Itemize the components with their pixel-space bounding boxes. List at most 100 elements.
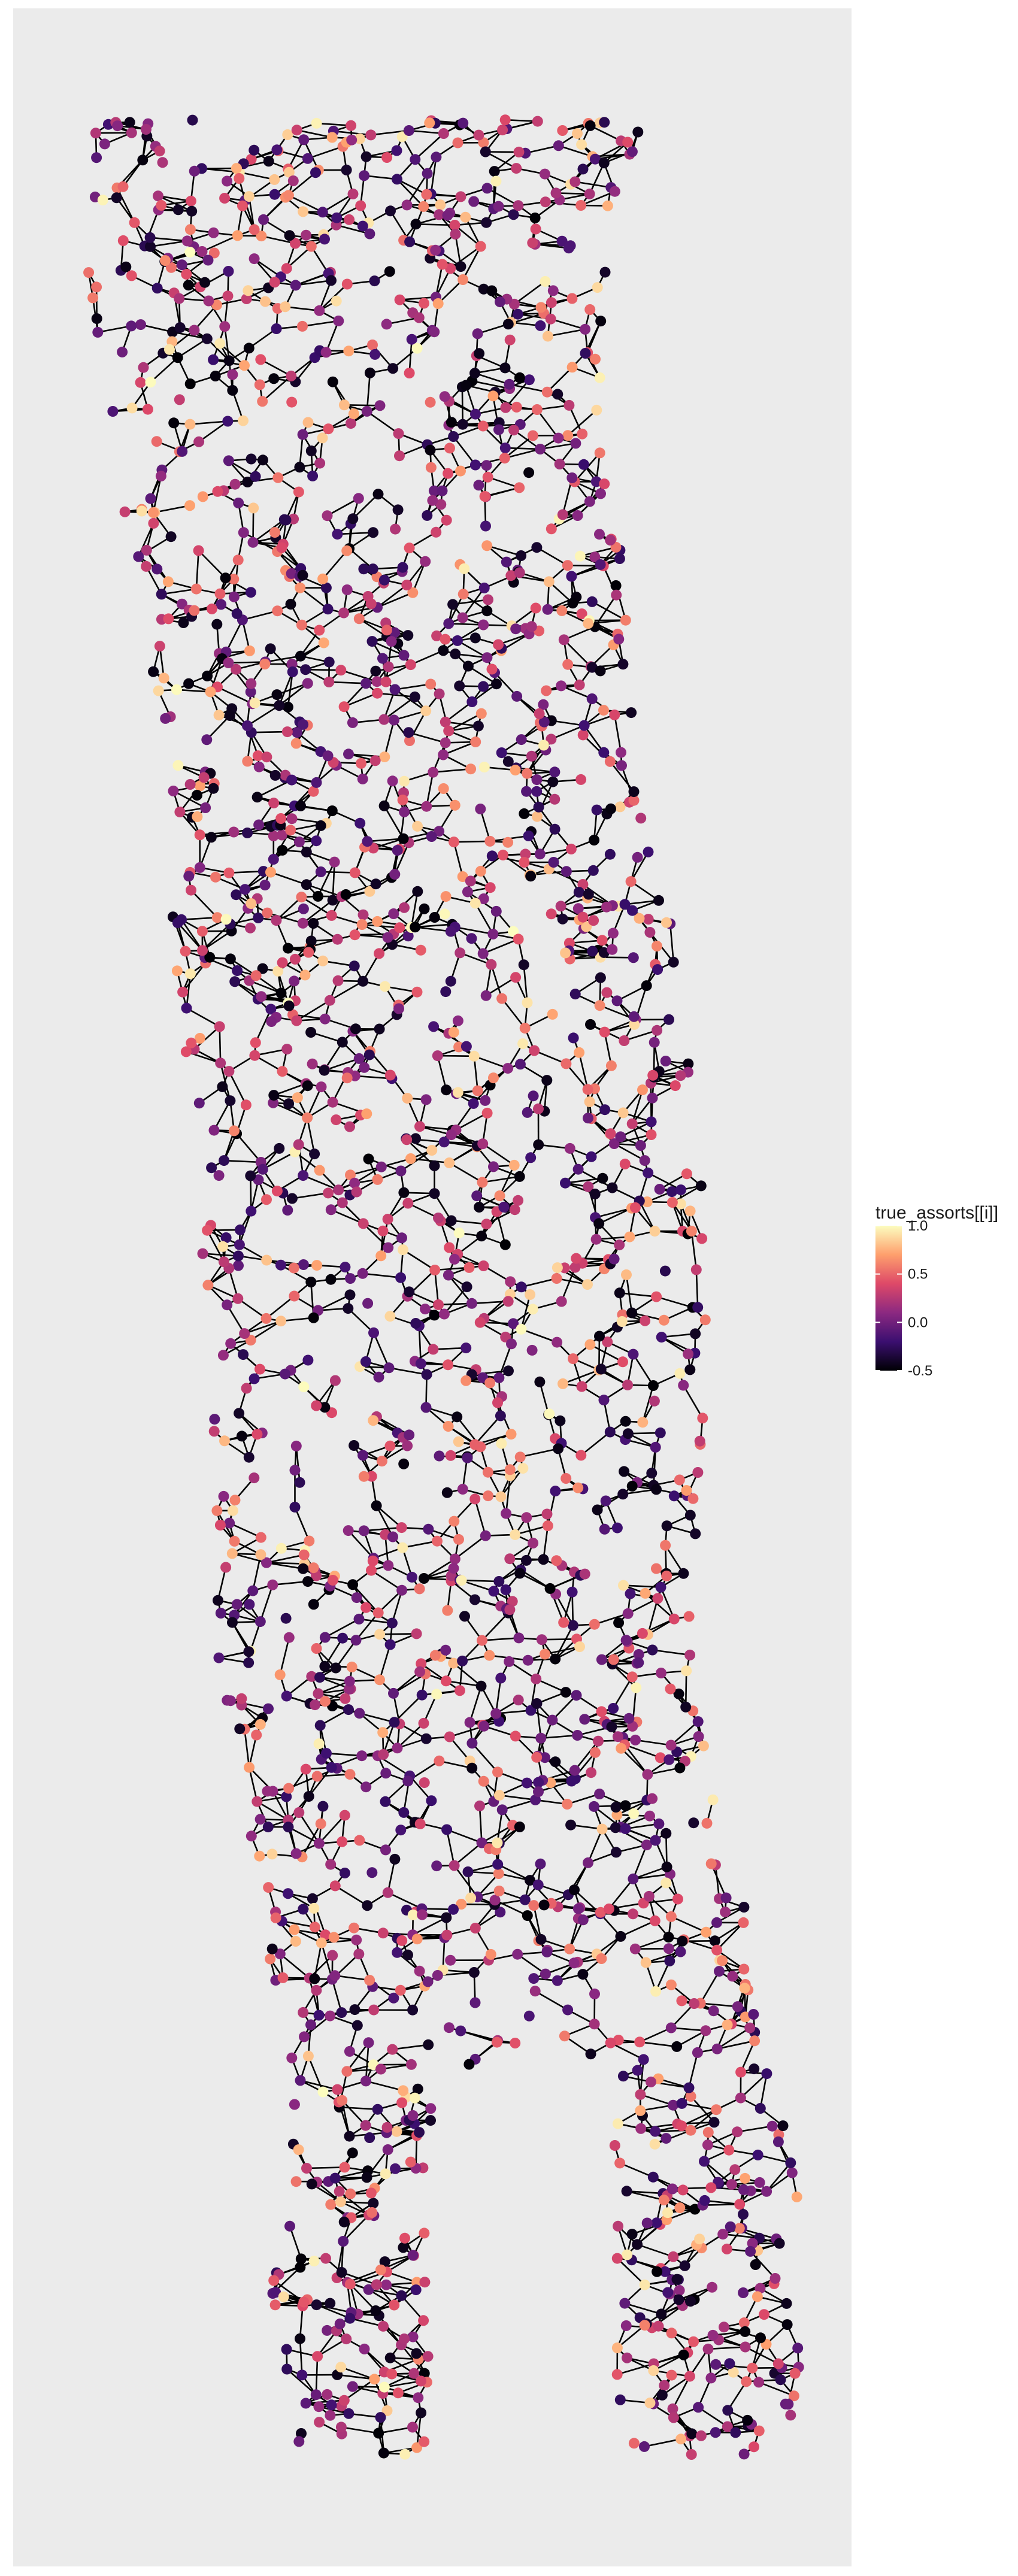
network-edge	[389, 1367, 427, 1375]
network-node	[141, 560, 152, 572]
network-node	[520, 848, 531, 860]
network-node	[577, 729, 589, 741]
network-edge	[229, 1522, 262, 1538]
network-edge	[278, 671, 293, 706]
network-edge	[474, 1415, 501, 1445]
network-node	[418, 2315, 429, 2326]
network-node	[283, 1000, 295, 1011]
network-node	[194, 1033, 205, 1044]
network-node	[483, 594, 493, 605]
network-edge	[95, 132, 132, 134]
network-node	[489, 1895, 501, 1906]
network-node	[341, 545, 353, 556]
network-node	[421, 1369, 432, 1380]
network-node	[301, 879, 312, 890]
network-edge	[359, 1712, 395, 1723]
network-node	[638, 2054, 649, 2065]
network-edge	[501, 998, 526, 1029]
network-node	[283, 1888, 293, 1899]
network-edge	[316, 2304, 350, 2319]
network-edge	[362, 1272, 401, 1278]
network-node	[304, 1535, 315, 1547]
network-node	[507, 1596, 518, 1607]
network-node	[575, 774, 587, 785]
network-node	[153, 685, 164, 696]
network-node	[504, 1656, 515, 1667]
network-node	[590, 1234, 602, 1245]
network-edge	[152, 475, 162, 513]
network-edge	[689, 2348, 709, 2377]
network-edge	[550, 725, 585, 740]
network-node	[560, 1687, 571, 1698]
network-edge	[550, 1574, 581, 1590]
network-node	[390, 523, 401, 535]
network-edge	[473, 1056, 478, 1091]
network-node	[478, 762, 490, 773]
network-edge	[453, 1842, 483, 1866]
network-node	[584, 496, 595, 507]
network-node	[676, 1995, 687, 2007]
network-edge	[213, 1100, 231, 1131]
network-edge	[288, 195, 323, 213]
network-edge	[415, 926, 451, 932]
network-edge	[150, 357, 178, 383]
network-node	[522, 1910, 533, 1922]
network-node	[398, 1244, 408, 1256]
network-node	[609, 2140, 620, 2151]
network-edge	[408, 731, 446, 744]
network-edge	[252, 1554, 262, 1591]
network-node	[693, 1731, 704, 1742]
network-edge	[653, 1447, 656, 1486]
network-edge	[419, 1125, 452, 1136]
network-node	[429, 1188, 440, 1199]
network-node	[377, 1928, 389, 1939]
network-node	[596, 1823, 608, 1835]
network-node	[432, 1050, 443, 1062]
network-node	[232, 965, 243, 976]
network-node	[674, 2202, 686, 2214]
network-node	[738, 2209, 749, 2220]
network-node	[372, 687, 383, 699]
network-node	[589, 1747, 601, 1758]
network-node	[458, 589, 469, 600]
network-node	[453, 1534, 464, 1545]
network-edge	[632, 1866, 668, 1880]
network-edge	[176, 689, 211, 693]
network-edge	[716, 1922, 744, 1951]
network-node	[516, 1281, 527, 1293]
network-node	[589, 1801, 599, 1812]
network-node	[562, 430, 574, 441]
network-node	[305, 935, 317, 947]
network-edge	[425, 1374, 428, 1408]
network-edge	[272, 829, 292, 860]
network-edge	[341, 2271, 377, 2286]
network-node	[692, 1467, 704, 1478]
network-edge	[298, 1812, 320, 1844]
network-node	[396, 2290, 407, 2301]
network-node	[315, 866, 326, 877]
network-node	[332, 934, 343, 945]
network-node	[291, 1015, 302, 1026]
network-edge	[496, 1211, 507, 1245]
network-edge	[535, 1990, 568, 2011]
network-node	[141, 544, 152, 556]
network-node	[211, 1505, 223, 1516]
network-node	[248, 502, 259, 514]
network-edge	[349, 2283, 377, 2311]
network-edge	[574, 1740, 599, 1771]
network-node	[289, 1290, 300, 1302]
network-node	[329, 1375, 341, 1386]
network-edge	[460, 2030, 498, 2043]
network-edge	[190, 889, 218, 919]
network-node	[228, 574, 240, 585]
network-node	[472, 720, 484, 732]
network-node	[519, 808, 530, 819]
network-node	[319, 1660, 331, 1672]
network-node	[582, 1279, 593, 1290]
network-edge	[384, 720, 395, 757]
network-node	[229, 1535, 240, 1547]
network-edge	[438, 1302, 472, 1306]
network-node	[477, 420, 489, 432]
network-node	[472, 328, 483, 340]
network-edge	[355, 1612, 379, 1641]
